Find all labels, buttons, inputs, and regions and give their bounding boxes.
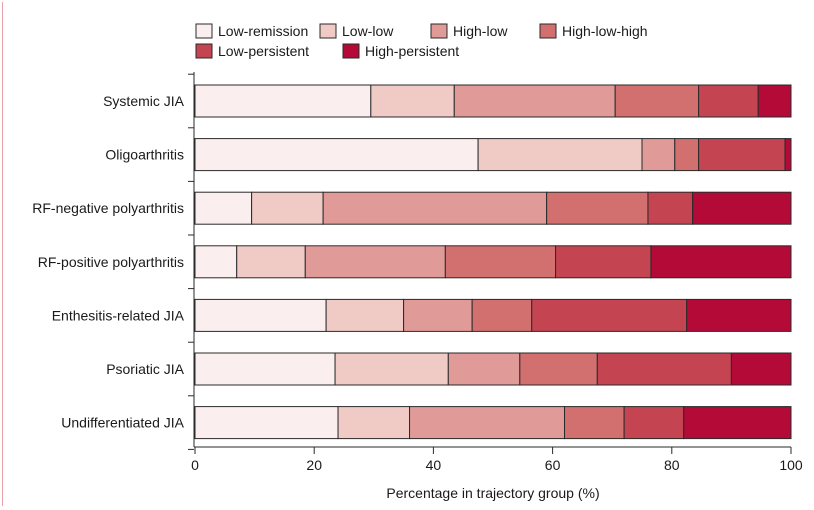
- legend-swatch-high-low: [430, 23, 448, 39]
- legend-label-low-low: Low-low: [342, 23, 394, 39]
- bar-segment-rf-positive-polyarthritis-high-low-high: [444, 245, 557, 279]
- bar-segment-rf-negative-polyarthritis-low-remission: [194, 191, 253, 225]
- x-axis: 0 20 40 60 80 100: [191, 446, 803, 473]
- bar-segment-oligoarthritis-low-remission: [194, 138, 479, 172]
- bar-segment-undifferentiated-jia-high-persistent: [683, 406, 792, 440]
- x-tick-label: 60: [545, 457, 561, 473]
- bars: [194, 84, 792, 440]
- bar-segment-oligoarthritis-high-low: [641, 138, 676, 172]
- bar-segment-undifferentiated-jia-low-low: [337, 406, 411, 440]
- bar-segment-enthesitis-related-jia-low-remission: [194, 298, 327, 332]
- category-label-systemic-jia: Systemic JIA: [103, 93, 185, 109]
- x-axis-label: Percentage in trajectory group (%): [386, 485, 599, 501]
- bar-segment-oligoarthritis-low-persistent: [698, 138, 786, 172]
- bar-segment-systemic-jia-low-persistent: [698, 84, 759, 118]
- bar-segment-rf-positive-polyarthritis-low-low: [236, 245, 306, 279]
- bar-segment-systemic-jia-high-low-high: [614, 84, 700, 118]
- bar-segment-psoriatic-jia-low-remission: [194, 352, 336, 386]
- bar-segment-rf-positive-polyarthritis-high-persistent: [650, 245, 792, 279]
- bar-segment-enthesitis-related-jia-low-persistent: [531, 298, 688, 332]
- bar-segment-rf-negative-polyarthritis-low-persistent: [647, 191, 694, 225]
- category-label-undifferentiated-jia: Undifferentiated JIA: [61, 415, 184, 431]
- bar-segment-rf-positive-polyarthritis-low-remission: [194, 245, 238, 279]
- bar-segment-oligoarthritis-high-persistent: [784, 138, 792, 172]
- x-tick-label: 80: [664, 457, 680, 473]
- bar-segment-enthesitis-related-jia-high-low: [403, 298, 473, 332]
- bar-segment-undifferentiated-jia-low-remission: [194, 406, 339, 440]
- bar-segment-psoriatic-jia-low-low: [334, 352, 449, 386]
- category-label-rf-positive-polyarthritis: RF-positive polyarthritis: [38, 254, 184, 270]
- bar-segment-enthesitis-related-jia-low-low: [325, 298, 405, 332]
- legend-swatch-high-persistent: [342, 43, 360, 59]
- legend-label-low-remission: Low-remission: [218, 23, 308, 39]
- legend-label-high-low: High-low: [453, 23, 508, 39]
- x-tick-label: 20: [306, 457, 322, 473]
- legend: Low-remission Low-low High-low High-low-hig…: [195, 23, 648, 59]
- bar-segment-undifferentiated-jia-low-persistent: [623, 406, 685, 440]
- legend-swatch-low-remission: [195, 23, 213, 39]
- bar-segment-systemic-jia-low-remission: [194, 84, 372, 118]
- bar-segment-psoriatic-jia-high-low: [447, 352, 521, 386]
- legend-swatch-high-low-high: [539, 23, 557, 39]
- legend-swatch-low-persistent: [195, 43, 213, 59]
- bar-segment-oligoarthritis-high-low-high: [674, 138, 700, 172]
- bar-segment-systemic-jia-low-low: [370, 84, 455, 118]
- bar-segment-enthesitis-related-jia-high-low-high: [471, 298, 533, 332]
- y-axis: Systemic JIA Oligoarthritis RF-negative po…: [32, 72, 195, 450]
- bar-segment-undifferentiated-jia-high-low-high: [564, 406, 625, 440]
- legend-label-low-persistent: Low-persistent: [218, 43, 309, 59]
- bar-segment-rf-positive-polyarthritis-low-persistent: [555, 245, 652, 279]
- bar-segment-oligoarthritis-low-low: [477, 138, 643, 172]
- x-tick-label: 0: [191, 457, 199, 473]
- bar-segment-rf-negative-polyarthritis-high-low: [322, 191, 548, 225]
- x-tick-label: 100: [779, 457, 803, 473]
- category-label-enthesitis-related-jia: Enthesitis-related JIA: [52, 307, 185, 323]
- category-label-rf-negative-polyarthritis: RF-negative polyarthritis: [32, 200, 184, 216]
- bar-segment-psoriatic-jia-high-persistent: [730, 352, 792, 386]
- bar-segment-systemic-jia-high-persistent: [757, 84, 792, 118]
- category-label-oligoarthritis: Oligoarthritis: [105, 147, 184, 163]
- legend-label-high-persistent: High-persistent: [365, 43, 459, 59]
- category-label-psoriatic-jia: Psoriatic JIA: [106, 361, 184, 377]
- x-tick-label: 40: [426, 457, 442, 473]
- bar-segment-psoriatic-jia-high-low-high: [519, 352, 598, 386]
- bar-segment-psoriatic-jia-low-persistent: [596, 352, 732, 386]
- bar-segment-enthesitis-related-jia-high-persistent: [686, 298, 792, 332]
- legend-swatch-low-low: [319, 23, 337, 39]
- bar-segment-rf-positive-polyarthritis-high-low: [304, 245, 446, 279]
- legend-label-high-low-high: High-low-high: [562, 23, 648, 39]
- bar-segment-systemic-jia-high-low: [453, 84, 616, 118]
- bar-segment-rf-negative-polyarthritis-high-persistent: [692, 191, 792, 225]
- bar-segment-rf-negative-polyarthritis-low-low: [251, 191, 324, 225]
- bar-segment-undifferentiated-jia-high-low: [409, 406, 566, 440]
- bar-segment-rf-negative-polyarthritis-high-low-high: [546, 191, 649, 225]
